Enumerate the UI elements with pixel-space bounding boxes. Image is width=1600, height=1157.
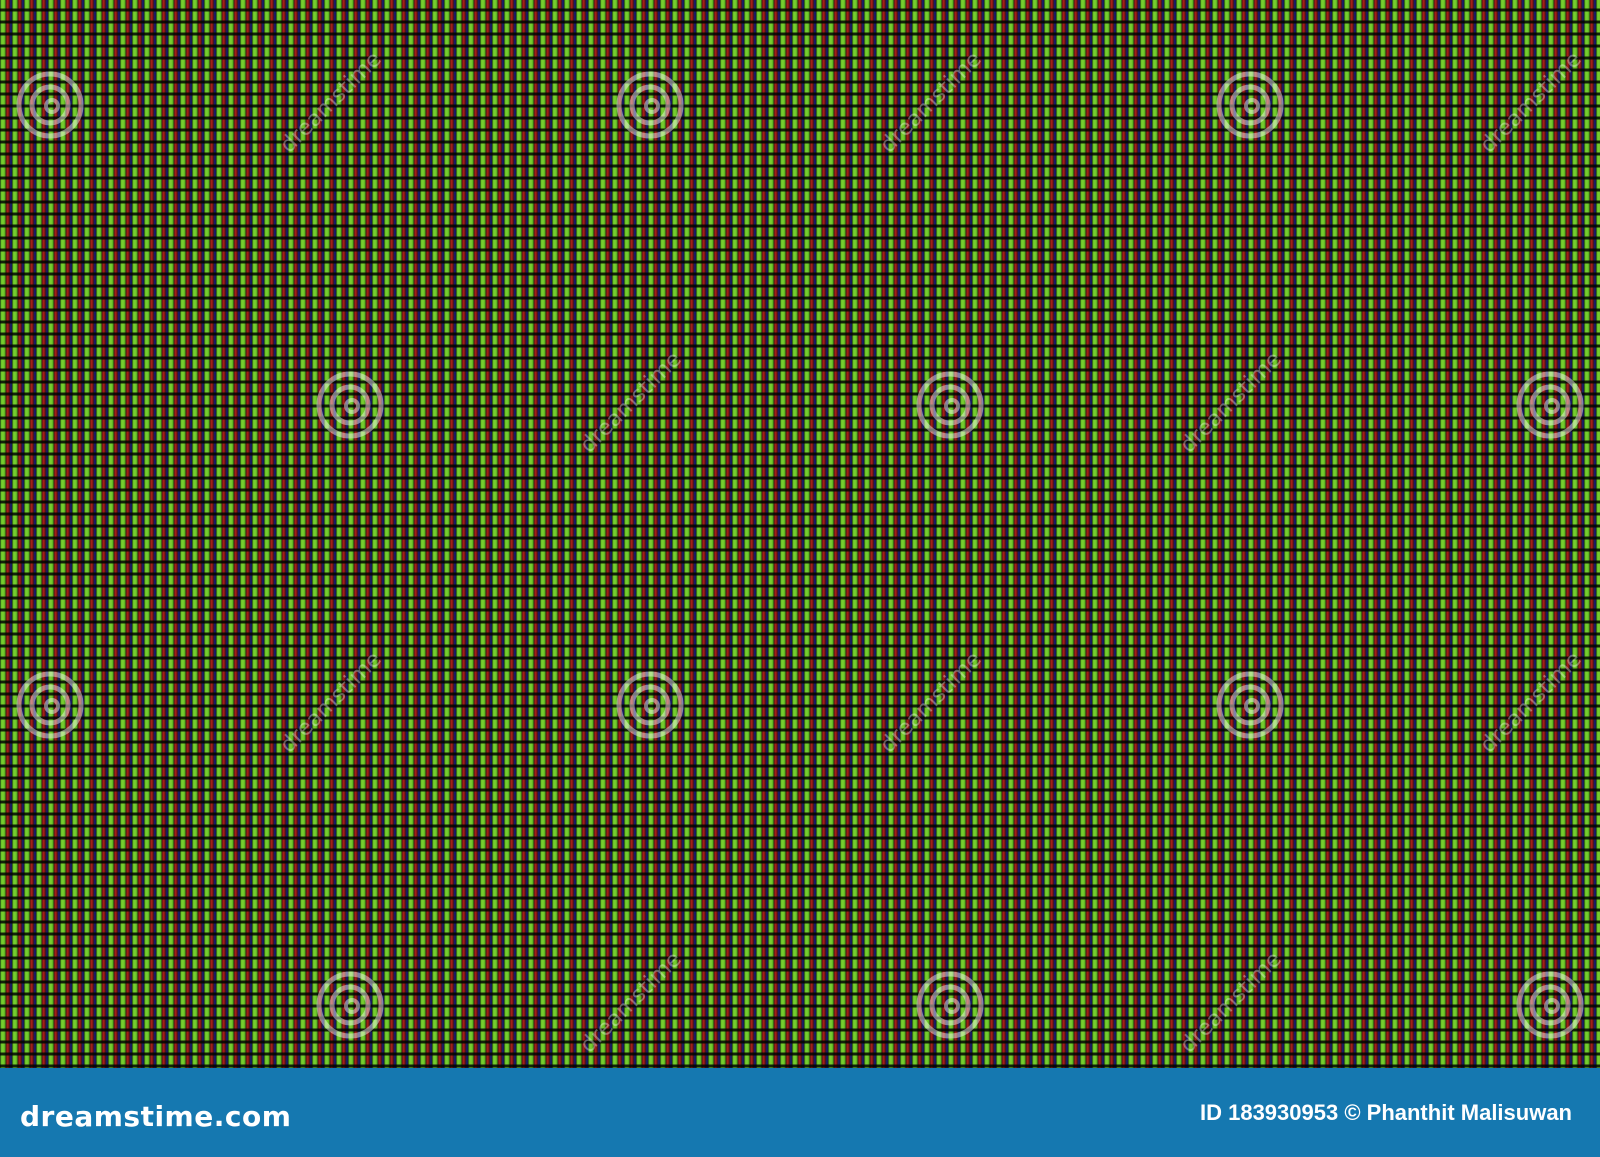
led-pixel-photo	[0, 0, 1600, 1068]
brand-logo-text: dreamstime.com	[20, 1100, 292, 1133]
watermark-logo-icon	[615, 670, 685, 740]
watermark-logo-icon	[1515, 970, 1585, 1040]
watermark-logo-icon	[915, 970, 985, 1040]
watermark-logo-icon	[1215, 70, 1285, 140]
watermark-logo-icon	[1515, 370, 1585, 440]
watermark-logo-icon	[615, 70, 685, 140]
watermark-logo-icon	[1215, 670, 1285, 740]
watermark-logo-icon	[15, 670, 85, 740]
watermark-logo-icon	[15, 70, 85, 140]
watermark-logo-icon	[315, 970, 385, 1040]
watermark-logo-icon	[915, 370, 985, 440]
watermark-logo-icon	[315, 370, 385, 440]
footer-bar: dreamstime.com ID 183930953 © Phanthit M…	[0, 1068, 1600, 1157]
image-credit: ID 183930953 © Phanthit Malisuwan	[1199, 1100, 1572, 1125]
